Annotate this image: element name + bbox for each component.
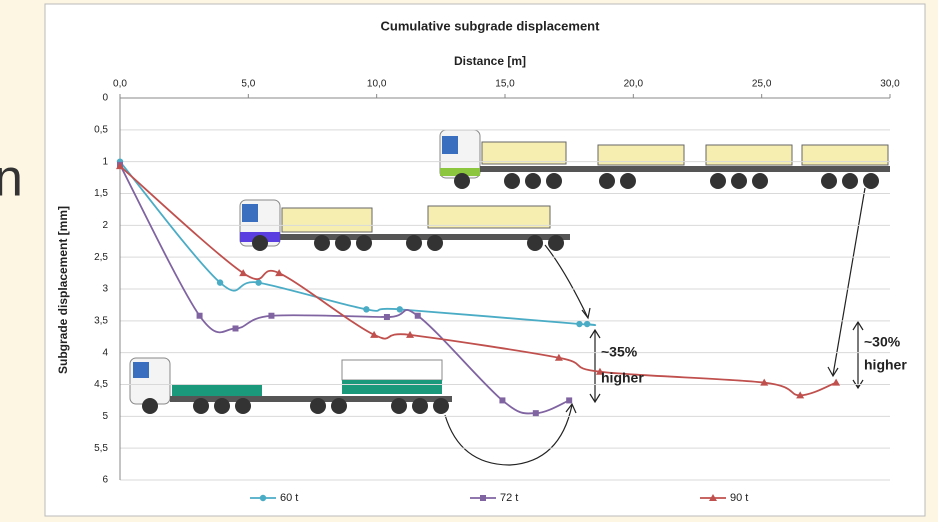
chart-title: Cumulative subgrade displacement	[381, 18, 601, 33]
marker	[217, 279, 223, 285]
x-tick-label: 0,0	[113, 79, 127, 90]
x-tick-label: 10,0	[367, 79, 387, 90]
background-text: n	[0, 150, 23, 208]
y-tick-label: 0,5	[94, 124, 108, 135]
y-tick-label: 6	[102, 475, 108, 486]
legend-marker	[260, 495, 266, 501]
marker	[233, 325, 239, 331]
annotation: ~30%	[864, 334, 901, 350]
marker	[363, 306, 369, 312]
annotation: ~35%	[601, 344, 638, 360]
page: n Cumulative subgrade displacement Dista…	[0, 0, 938, 522]
y-tick-label: 2	[102, 220, 108, 231]
annotation: higher	[601, 370, 644, 386]
marker	[197, 313, 203, 319]
y-tick-label: 3	[102, 284, 108, 295]
legend-label: 90 t	[730, 492, 748, 504]
y-tick-label: 1,5	[94, 188, 108, 199]
y-tick-label: 2,5	[94, 252, 108, 263]
legend-label: 60 t	[280, 492, 298, 504]
marker	[499, 397, 505, 403]
y-tick-label: 4	[102, 347, 108, 358]
y-axis-title: Subgrade displacement [mm]	[56, 206, 70, 374]
marker	[533, 410, 539, 416]
marker	[384, 314, 390, 320]
legend-label: 72 t	[500, 492, 518, 504]
marker	[397, 306, 403, 312]
x-tick-label: 15,0	[495, 79, 515, 90]
y-tick-label: 5	[102, 411, 108, 422]
marker	[576, 321, 582, 327]
marker	[268, 313, 274, 319]
x-tick-label: 30,0	[880, 79, 900, 90]
marker	[566, 397, 572, 403]
y-tick-label: 5,5	[94, 443, 108, 454]
marker	[415, 313, 421, 319]
y-tick-label: 0	[102, 93, 108, 104]
y-tick-label: 3,5	[94, 315, 108, 326]
x-tick-label: 5,0	[241, 79, 255, 90]
marker	[584, 321, 590, 327]
legend-marker	[480, 495, 486, 501]
chart: n Cumulative subgrade displacement Dista…	[0, 0, 938, 522]
annotation: higher	[864, 357, 907, 373]
x-tick-label: 20,0	[624, 79, 644, 90]
chart-frame	[45, 4, 925, 516]
y-tick-label: 1	[102, 156, 108, 167]
y-tick-label: 4,5	[94, 379, 108, 390]
marker	[255, 279, 261, 285]
x-axis-title: Distance [m]	[454, 54, 526, 68]
x-tick-label: 25,0	[752, 79, 772, 90]
